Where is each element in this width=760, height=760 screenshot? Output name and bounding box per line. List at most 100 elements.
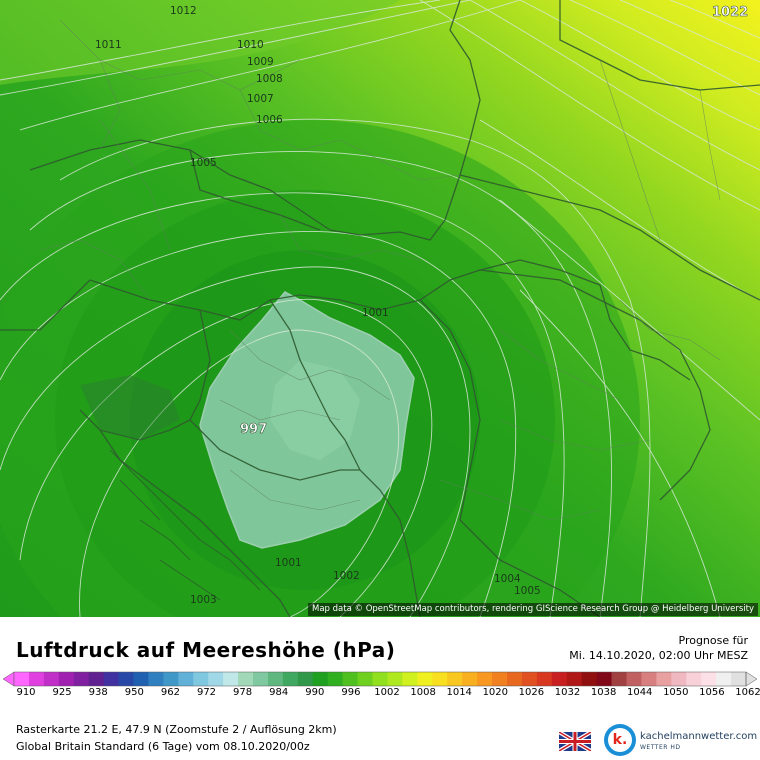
legend-swatch — [581, 672, 598, 686]
legend-swatch — [536, 672, 553, 686]
legend-tick-label: 1062 — [735, 687, 760, 698]
legend-tick-label: 1014 — [446, 687, 471, 698]
slovenia-region — [80, 375, 180, 440]
isobar-label: 1005 — [514, 585, 541, 597]
legend-swatch — [506, 672, 523, 686]
legend-tick-label: 1032 — [555, 687, 580, 698]
pressure-map-svg: 1012 1011 1010 1009 1008 1007 1006 1005 … — [0, 0, 760, 617]
legend-swatch — [208, 672, 224, 686]
legend-tick-label: 910 — [16, 687, 35, 698]
legend-swatch — [447, 672, 463, 686]
legend-frame — [13, 671, 747, 687]
legend-swatch — [28, 672, 45, 686]
legend-swatch — [193, 672, 209, 686]
legend-swatch — [178, 672, 194, 686]
isobar-label: 1003 — [190, 594, 217, 606]
isobar-label-high: 1022 — [712, 5, 748, 20]
legend-tick-label: 990 — [305, 687, 324, 698]
map-attribution: Map data © OpenStreetMap contributors, r… — [308, 603, 758, 616]
legend-swatch — [402, 672, 418, 686]
coastline — [109, 449, 261, 601]
legend-tick-label: 962 — [161, 687, 180, 698]
legend-tick-label: 984 — [269, 687, 288, 698]
legend-swatch — [716, 672, 732, 686]
legend-tick-label: 978 — [233, 687, 252, 698]
legend-swatch — [297, 672, 314, 686]
legend-swatch — [282, 672, 299, 686]
isobar-label-low: 997 — [240, 422, 267, 437]
uk-flag-icon[interactable] — [559, 732, 591, 751]
legend-swatch — [267, 672, 284, 686]
isobar-label: 1006 — [256, 114, 283, 126]
legend-swatch — [73, 672, 90, 686]
legend-swatch — [88, 672, 105, 686]
isobar-label: 1008 — [256, 73, 283, 85]
legend-swatch — [686, 672, 702, 686]
isobar-label: 1001 — [362, 307, 389, 319]
legend-swatch — [626, 672, 642, 686]
isobar-label: 1004 — [494, 573, 521, 585]
isobar-label: 1009 — [247, 56, 274, 68]
legend-tick-label: 1020 — [483, 687, 508, 698]
isobar-label: 1012 — [170, 5, 197, 17]
legend-swatch — [596, 672, 612, 686]
isobar-label: 1007 — [247, 93, 274, 105]
color-legend: 910 925 938 950 962 972 978 984 990 996 1002 1008 10… — [0, 668, 760, 698]
legend-tick-label: 1026 — [519, 687, 544, 698]
legend-swatch — [118, 672, 134, 686]
legend-swatch — [551, 672, 568, 686]
legend-tick-label: 996 — [341, 687, 360, 698]
forecast-time: Mi. 14.10.2020, 02:00 Uhr MESZ — [569, 649, 748, 662]
legend-swatch — [357, 672, 373, 686]
pressure-map[interactable]: 1012 1011 1010 1009 1008 1007 1006 1005 … — [0, 0, 760, 617]
legend-tick-label: 938 — [89, 687, 108, 698]
low-core — [270, 360, 360, 460]
legend-tick-label: 1050 — [663, 687, 688, 698]
legend-swatch — [566, 672, 583, 686]
legend-tick-label: 1044 — [627, 687, 652, 698]
legend-swatch — [462, 672, 478, 686]
legend-tick-label: 1008 — [410, 687, 435, 698]
brand-logo-icon[interactable]: k. — [604, 724, 636, 756]
legend-swatch — [58, 672, 75, 686]
legend-swatch — [477, 672, 493, 686]
legend-swatch — [14, 672, 30, 686]
legend-swatch — [417, 672, 433, 686]
legend-swatch — [671, 672, 687, 686]
legend-swatch — [43, 672, 60, 686]
legend-arrow-right — [745, 671, 758, 687]
isobar-label: 1002 — [333, 570, 360, 582]
model-info: Global Britain Standard (6 Tage) vom 08.… — [16, 740, 310, 753]
legend-tick-label: 925 — [53, 687, 72, 698]
isobar-label: 1010 — [237, 39, 264, 51]
legend-swatch — [731, 672, 747, 686]
legend-swatch — [133, 672, 149, 686]
legend-tick-label: 1002 — [374, 687, 399, 698]
regional-borders — [39, 19, 721, 521]
legend-swatch — [492, 672, 508, 686]
brand-subtitle: WETTER HD — [640, 744, 681, 751]
isobar-label: 1001 — [275, 557, 302, 569]
legend-swatch — [253, 672, 269, 686]
isobar-label-group: 1012 1011 1010 1009 1008 1007 1006 1005 … — [95, 5, 748, 606]
legend-swatch — [387, 672, 403, 686]
isobars — [0, 0, 760, 617]
color-legend-svg: 910 925 938 950 962 972 978 984 990 996 1002 1008 10… — [2, 671, 760, 698]
legend-swatch — [372, 672, 388, 686]
legend-tick-label: 1056 — [699, 687, 724, 698]
legend-swatch — [223, 672, 239, 686]
logo-letter: k. — [608, 728, 632, 752]
isobar-label: 1005 — [190, 157, 217, 169]
legend-swatch — [238, 672, 254, 686]
legend-swatch — [342, 672, 358, 686]
isobar-label: 1011 — [95, 39, 122, 51]
brand-name[interactable]: kachelmannwetter.com — [640, 731, 758, 742]
legend-swatch — [521, 672, 538, 686]
legend-swatch — [312, 672, 329, 686]
legend-swatch — [656, 672, 672, 686]
legend-swatch — [103, 672, 119, 686]
map-title: Luftdruck auf Meereshöhe (hPa) — [16, 638, 396, 662]
legend-tick-label: 1038 — [591, 687, 616, 698]
legend-swatch — [701, 672, 717, 686]
legend-swatch — [432, 672, 448, 686]
